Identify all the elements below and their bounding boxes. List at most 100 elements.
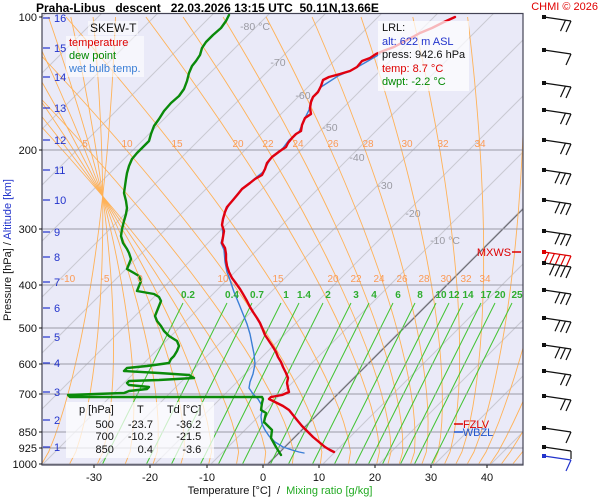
wind-barb-tick	[559, 398, 567, 411]
adiabat-label: 20	[232, 139, 244, 150]
mixing-ratio-label: 2	[325, 290, 331, 301]
isotherm-label: -20	[405, 208, 420, 220]
mixing-ratio-line	[287, 302, 370, 465]
adiabat-label: 30	[401, 139, 413, 150]
table-header-dewpoint: Td [°C]	[166, 404, 202, 416]
plot-frame	[41, 12, 524, 466]
moist-adiabat-line	[42, 116, 240, 465]
wind-barb-tick	[554, 319, 561, 332]
lrl-dewpoint: dwpt: -2.2 °C	[382, 76, 446, 88]
wind-barb-tick	[565, 113, 572, 126]
adiabat-label: 22	[262, 139, 274, 150]
wind-barb-staff	[543, 317, 572, 323]
pressure-tick-label: 850	[19, 427, 37, 439]
wbzl-label: WBZL	[463, 427, 494, 439]
table-row: 850 0.4 -3.6	[72, 444, 208, 457]
altitude-tick-label: 12	[54, 135, 66, 147]
altitude-tick-label: 3	[54, 387, 60, 399]
wind-barb-tick	[565, 399, 572, 412]
wind-barb-staff	[543, 230, 572, 236]
table-header-temp: T	[137, 404, 144, 416]
mixing-ratio-label: 12	[448, 290, 460, 301]
altitude-tick-label: 5	[54, 332, 60, 344]
moist-adiabat-line	[265, 16, 416, 465]
chmi-credit: CHMI © 2026	[531, 1, 598, 13]
moist-adiabat-line	[412, 16, 461, 465]
mixing-ratio-label: 25	[511, 290, 523, 301]
adiabat-label: 15	[171, 139, 183, 150]
adiabat-label: 30	[440, 274, 452, 285]
moist-adiabat-line	[42, 81, 185, 465]
temp-tick-label: 30	[425, 472, 437, 484]
table-header-pressure: p [hPa]	[79, 404, 114, 416]
adiabat-label: 10	[217, 274, 229, 285]
mixing-ratio-label: 4	[371, 290, 377, 301]
mixing-ratio-label: 8	[417, 290, 423, 301]
wind-barb-tick	[548, 264, 556, 276]
table-row: 700 -10.2 -21.5	[72, 431, 208, 444]
wind-barb-tick	[565, 255, 572, 268]
moist-adiabat-line	[42, 126, 267, 465]
pressure-tick-label: 600	[19, 359, 37, 371]
wind-barb	[542, 316, 572, 334]
moist-adiabat-line	[68, 16, 104, 465]
adiabat-label: 34	[479, 274, 491, 285]
altitude-tick-label: 15	[54, 43, 66, 55]
moist-adiabat-line	[222, 16, 404, 465]
wind-barb-tick	[565, 143, 572, 156]
pressure-tick-label: 925	[19, 443, 37, 455]
lrl-title: LRL:	[382, 22, 406, 34]
wind-barb-staff	[543, 427, 572, 433]
isotherm-line	[97, 39, 523, 465]
wind-barbs-column	[542, 15, 572, 472]
pressure-tick-label: 700	[19, 389, 37, 401]
wind-barb-staff	[543, 446, 572, 452]
mixing-ratio-line	[333, 302, 416, 465]
pressure-tick-label: 300	[19, 224, 37, 236]
mixing-ratio-line	[381, 302, 464, 465]
moist-adiabat-line	[42, 99, 295, 465]
adiabat-label: 22	[350, 274, 362, 285]
isotherm-line	[377, 319, 523, 465]
mixing-ratio-line	[367, 302, 450, 465]
altitude-tick-label: 11	[54, 165, 65, 177]
table-row: 500 -23.7 -36.2	[72, 419, 208, 432]
mixing-ratio-line	[241, 302, 324, 465]
adiabat-label: 32	[437, 139, 449, 150]
wind-barb-staff	[543, 49, 572, 55]
adiabat-label: 32	[460, 274, 472, 285]
wind-barb-tick	[559, 233, 567, 246]
isotherm-line	[42, 13, 159, 130]
zero-isotherm-line	[267, 208, 523, 465]
adiabat-label: 24	[292, 139, 304, 150]
lrl-temperature: temp: 8.7 °C	[382, 62, 444, 75]
isotherm-label: -10 °C	[430, 235, 460, 247]
mixing-ratio-line	[354, 302, 437, 465]
moist-adiabat-line	[182, 16, 392, 465]
isotherm-label: -80 °C	[240, 21, 270, 33]
temperature-curve	[220, 15, 457, 454]
pressure-tick-label: 100	[19, 12, 37, 24]
wind-barb	[542, 168, 572, 186]
pressure-tick-label: 400	[19, 280, 37, 292]
wind-barb-staff	[543, 82, 572, 88]
isotherm-line	[42, 13, 271, 242]
mixing-ratio-label: 20	[494, 290, 506, 301]
adiabat-label: 28	[418, 274, 430, 285]
wind-barb-tick	[554, 291, 561, 304]
altitude-tick-label: 1	[54, 442, 60, 454]
wind-barb-tick	[565, 234, 572, 247]
wind-barb-tick	[554, 346, 561, 359]
wind-barb-staff	[543, 370, 572, 376]
adiabat-label: 5	[82, 139, 88, 150]
wind-barb-tick	[565, 348, 572, 361]
mixing-ratio-line	[217, 302, 300, 465]
y-axis-title: Pressure [hPa] / Altitude [km]	[2, 179, 14, 321]
wind-barb-tick	[559, 320, 567, 333]
x-axis-mixing-label: Mixing ratio [g/kg]	[286, 485, 373, 497]
wind-barb-staff	[543, 139, 572, 145]
mixing-ratio-label: 14	[462, 290, 474, 301]
moist-adiabat-line	[42, 16, 116, 465]
legend: temperature dew point wet bulb temp.	[66, 36, 144, 77]
